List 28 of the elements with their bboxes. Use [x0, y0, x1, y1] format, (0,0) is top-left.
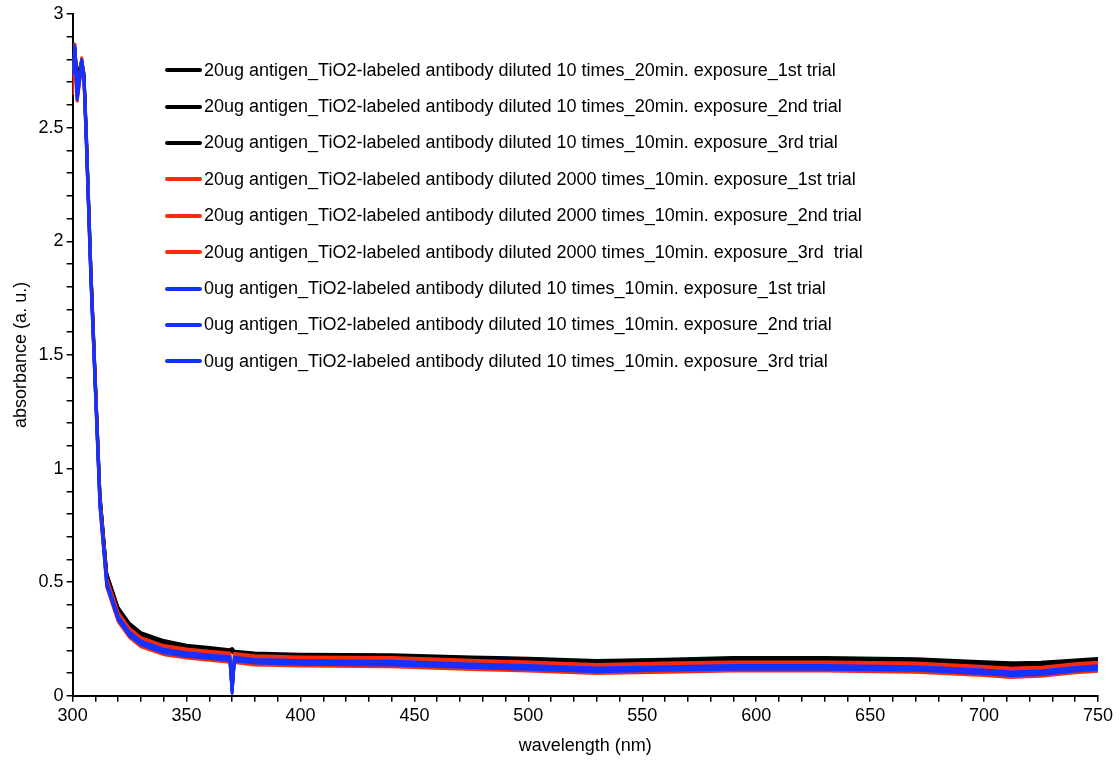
x-tick-label: 700 [969, 704, 1000, 725]
x-tick-label: 300 [57, 704, 88, 725]
x-tick-label: 650 [855, 704, 886, 725]
x-tick-label: 750 [1082, 704, 1114, 725]
x-tick-label: 450 [399, 704, 430, 725]
x-tick-label: 400 [285, 704, 316, 725]
x-tick-label: 550 [627, 704, 658, 725]
x-tick-label: 350 [171, 704, 202, 725]
legend-label: 20ug antigen_TiO2-labeled antibody diluted 10 times_10min. exposure_3rd trial [204, 132, 838, 154]
y-axis-title: absorbance (a. u.) [9, 281, 30, 428]
y-tick-label: 1 [53, 457, 64, 478]
x-axis-title: wavelength (nm) [517, 735, 652, 756]
legend-label: 0ug antigen_TiO2-labeled antibody diluted 10 times_10min. exposure_3rd trial [204, 350, 828, 372]
y-tick-label: 2.5 [38, 116, 64, 137]
y-tick-label: 1.5 [38, 343, 64, 364]
x-tick-label: 600 [741, 704, 772, 725]
legend-label: 20ug antigen_TiO2-labeled antibody diluted 2000 times_10min. exposure_2nd trial [204, 205, 862, 227]
x-tick-label: 500 [513, 704, 544, 725]
legend-label: 20ug antigen_TiO2-labeled antibody diluted 2000 times_10min. exposure_1st trial [204, 168, 856, 190]
legend-label: 20ug antigen_TiO2-labeled antibody diluted 10 times_20min. exposure_2nd trial [204, 96, 842, 118]
y-tick-label: 0.5 [38, 571, 64, 592]
y-tick-label: 2 [53, 230, 64, 251]
y-tick-label: 3 [53, 2, 64, 23]
legend-label: 20ug antigen_TiO2-labeled antibody diluted 10 times_20min. exposure_1st trial [204, 59, 836, 81]
y-tick-label: 0 [53, 684, 64, 705]
legend-label: 0ug antigen_TiO2-labeled antibody diluted 10 times_10min. exposure_1st trial [204, 278, 826, 300]
legend-label: 0ug antigen_TiO2-labeled antibody diluted 10 times_10min. exposure_2nd trial [204, 314, 832, 336]
legend-label: 20ug antigen_TiO2-labeled antibody diluted 2000 times_10min. exposure_3rd trial [204, 241, 863, 263]
